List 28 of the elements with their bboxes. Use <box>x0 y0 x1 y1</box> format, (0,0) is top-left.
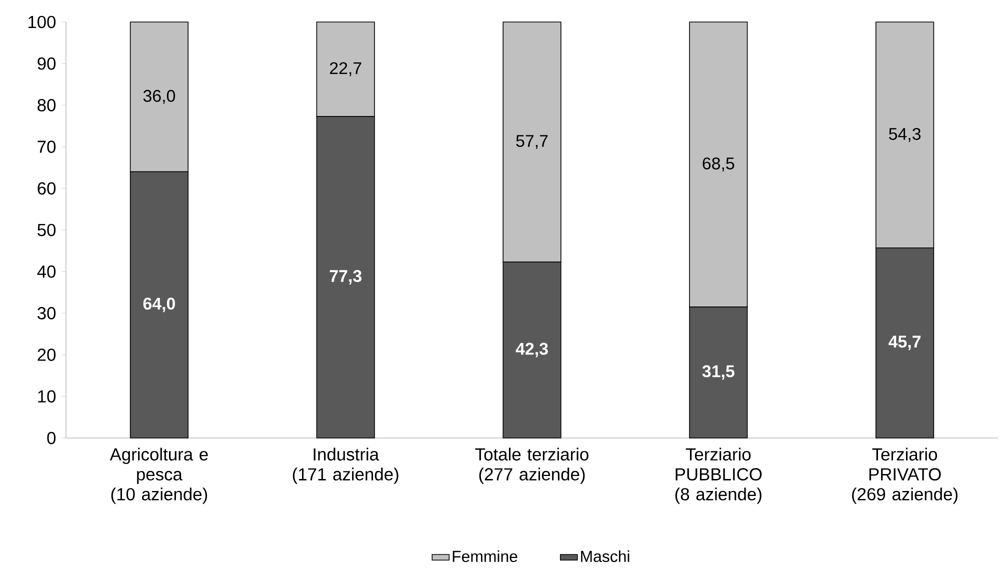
x-tick-label: Totale terziario (277 aziende) <box>475 448 588 484</box>
y-tick-label: 30 <box>38 307 56 320</box>
y-tick-label: 100 <box>28 16 56 28</box>
x-tick-label: Industria (171 aziende) <box>292 448 398 484</box>
data-label: 57,7 <box>516 135 548 149</box>
x-tick-label: Agricoltura e pesca (10 aziende) <box>110 448 208 504</box>
data-label: 31,5 <box>702 365 734 380</box>
legend-label: Femmine <box>452 550 518 562</box>
y-tick-label: 50 <box>38 224 56 236</box>
y-tick-label: 40 <box>37 265 56 278</box>
data-label: 77,3 <box>330 270 362 284</box>
y-tick-label: 90 <box>38 57 56 70</box>
legend-label: Maschi <box>581 550 630 562</box>
y-tick-label: 70 <box>38 140 56 153</box>
data-label: 68,5 <box>702 157 734 172</box>
data-label: 45,7 <box>888 336 921 350</box>
x-tick-label: Terziario PUBBLICO (8 aziende) <box>675 448 762 504</box>
data-label: 42,3 <box>516 342 548 358</box>
data-label: 22,7 <box>330 62 362 76</box>
data-label: 36,0 <box>143 90 176 104</box>
y-tick-label: 0 <box>47 432 56 444</box>
y-tick-label: 20 <box>38 348 56 361</box>
y-tick-label: 10 <box>38 390 56 403</box>
data-label: 64,0 <box>143 298 175 312</box>
y-tick-label: 60 <box>38 182 56 195</box>
data-label: 54,3 <box>889 128 921 142</box>
x-tick-label: Terziario PRIVATO (269 aziende) <box>852 448 958 504</box>
y-tick-label: 80 <box>38 99 56 112</box>
